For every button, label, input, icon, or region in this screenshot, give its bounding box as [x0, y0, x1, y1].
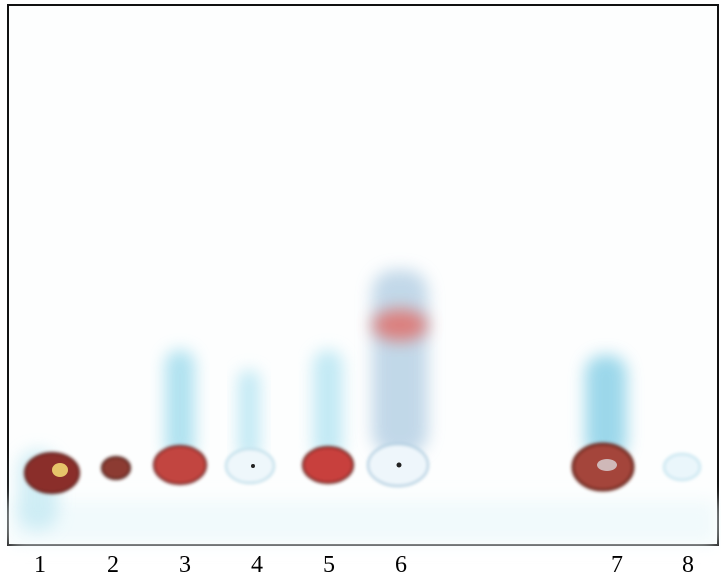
- lane-label: 6: [395, 552, 407, 577]
- lane-label: 8: [682, 552, 694, 577]
- spot: [101, 456, 131, 480]
- lane-label: 2: [107, 552, 119, 577]
- red-band: [372, 309, 428, 341]
- streaks: [18, 270, 627, 530]
- streak: [238, 370, 260, 460]
- spot-center: [52, 463, 68, 477]
- lane-label: 1: [34, 552, 46, 577]
- spot: [663, 453, 701, 481]
- spot: [24, 452, 80, 494]
- spot: [302, 446, 354, 484]
- lane-label: 3: [179, 552, 191, 577]
- spot: [225, 448, 275, 484]
- streak: [372, 270, 428, 455]
- spot-center: [597, 459, 617, 471]
- lane-label: 5: [323, 552, 335, 577]
- lane-label: 7: [611, 552, 623, 577]
- streak: [313, 350, 343, 460]
- lane-labels: 1 2 3 4 5 6 7 8: [34, 552, 694, 577]
- streak: [165, 350, 195, 460]
- streak: [585, 355, 627, 460]
- spot: [153, 445, 207, 485]
- spot-dot: [251, 464, 255, 468]
- spots: [24, 442, 701, 494]
- spot-dot: [396, 462, 402, 468]
- lane-label: 4: [251, 552, 263, 577]
- baseline-haze: [10, 500, 716, 544]
